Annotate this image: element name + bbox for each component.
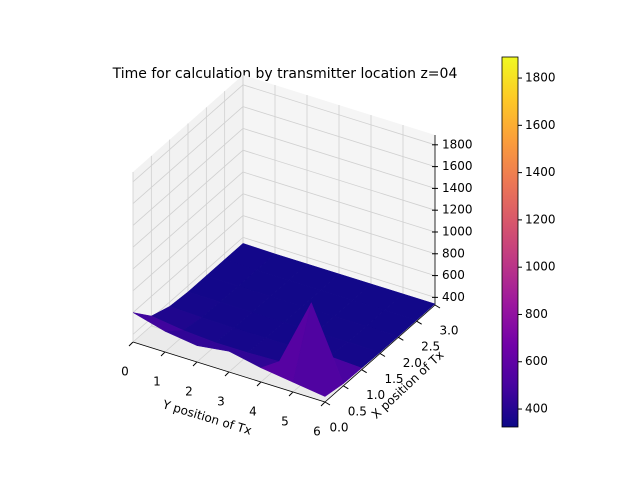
grid-line: [242, 149, 436, 211]
y-tick-label: 3.0: [439, 324, 458, 338]
y-tick: [361, 369, 367, 374]
x-tick: [256, 381, 262, 387]
y-tick: [434, 304, 441, 309]
grid-line: [242, 84, 436, 146]
x-tick: [128, 341, 134, 347]
axis-line: [324, 304, 436, 403]
colorbar-tick-label: 1400: [525, 165, 556, 179]
x-tick: [288, 391, 294, 397]
x-axis-label: Y position of Tx: [160, 397, 253, 438]
colorbar-tick-label: 800: [525, 307, 548, 321]
y-tick-label: 0.5: [348, 404, 367, 418]
colorbar-tick-label: 1600: [525, 118, 556, 132]
x-tick: [192, 361, 198, 367]
x-tick: [224, 371, 230, 377]
grid-line: [242, 171, 436, 233]
y-tick: [416, 320, 422, 325]
grid-line: [242, 215, 436, 276]
y-tick: [324, 401, 331, 406]
y-tick-label: 0.0: [329, 421, 348, 435]
grid-line: [132, 106, 244, 204]
axis-line: [132, 341, 326, 403]
x-tick: [320, 401, 326, 407]
colorbar-tick-label: 600: [525, 354, 548, 368]
colorbar: [501, 56, 519, 428]
grid-line: [132, 171, 244, 270]
x-tick: [160, 351, 166, 357]
x-tick-label: 4: [249, 405, 257, 419]
x-tick-label: 5: [281, 415, 289, 429]
surface-patch: [292, 301, 344, 397]
x-tick-label: 1: [153, 375, 161, 389]
x-tick-label: 6: [313, 425, 321, 439]
z-tick-label: 1000: [442, 224, 473, 238]
grid-line: [132, 149, 244, 248]
grid-line: [132, 193, 244, 292]
colorbar-tick-label: 1800: [525, 71, 556, 85]
colorbar-tick-label: 400: [525, 402, 548, 416]
z-tick-label: 1600: [442, 159, 473, 173]
y-tick-label: 2.0: [403, 356, 422, 370]
z-tick-label: 800: [442, 246, 465, 260]
y-tick-label: 1.5: [384, 372, 403, 386]
z-tick-label: 600: [442, 268, 465, 282]
y-tick-label: 1.0: [366, 388, 385, 402]
grid-line: [242, 236, 436, 298]
grid-line: [242, 128, 436, 189]
grid-line: [132, 215, 244, 313]
grid-line: [242, 193, 436, 255]
chart-title: Time for calculation by transmitter loca…: [112, 66, 458, 82]
colorbar-tick-label: 1200: [525, 212, 556, 226]
grid-line: [132, 84, 244, 183]
z-tick-label: 1800: [442, 137, 473, 151]
z-tick-label: 400: [442, 290, 465, 304]
x-tick-label: 2: [185, 385, 193, 399]
y-tick: [379, 353, 386, 357]
y-tick: [398, 336, 404, 341]
colorbar-tick-label: 1000: [525, 260, 556, 274]
z-tick-label: 1400: [442, 181, 473, 195]
x-tick-label: 0: [121, 365, 129, 379]
y-tick-label: 2.5: [421, 340, 440, 354]
x-tick-label: 3: [217, 395, 225, 409]
y-tick: [343, 385, 349, 390]
grid-line: [132, 128, 244, 226]
z-tick-label: 1200: [442, 203, 473, 217]
grid-line: [242, 106, 436, 167]
